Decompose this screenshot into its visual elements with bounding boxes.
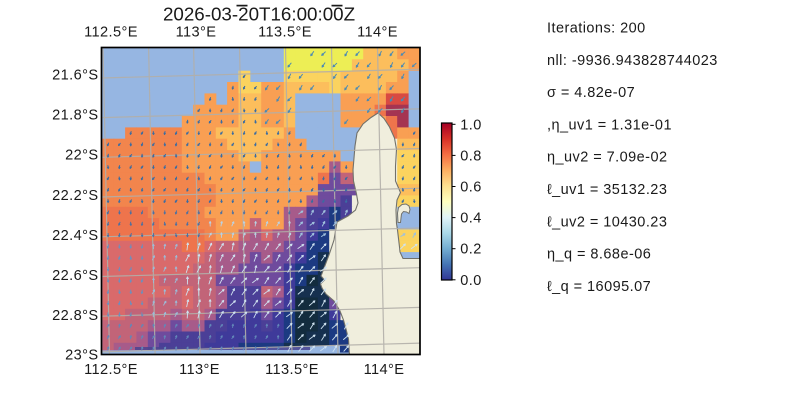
svg-text:ℓ_uv1 = 35132.23: ℓ_uv1 = 35132.23 <box>547 182 667 198</box>
svg-text:nll: -9936.943828744023: nll: -9936.943828744023 <box>547 53 718 69</box>
svg-text:η_uv2 = 7.09e-02: η_uv2 = 7.09e-02 <box>547 150 667 166</box>
svg-text:22.4°S: 22.4°S <box>52 228 98 244</box>
svg-text:22.6°S: 22.6°S <box>52 268 98 284</box>
svg-text:ℓ_uv2 = 10430.23: ℓ_uv2 = 10430.23 <box>547 214 667 230</box>
svg-text:113°E: 113°E <box>176 25 217 41</box>
svg-text:0.4: 0.4 <box>460 211 482 227</box>
svg-text:21.8°S: 21.8°S <box>52 108 98 124</box>
svg-text:23°S: 23°S <box>65 348 98 364</box>
svg-text:,η_uv1 = 1.31e-01: ,η_uv1 = 1.31e-01 <box>547 117 672 133</box>
svg-text:Iterations: 200: Iterations: 200 <box>547 21 646 37</box>
svg-text:2026-03-20T16:00:00Z: 2026-03-20T16:00:00Z <box>163 4 355 25</box>
svg-text:0.2: 0.2 <box>460 242 482 258</box>
svg-text:113.5°E: 113.5°E <box>258 25 312 41</box>
svg-text:0.0: 0.0 <box>460 273 482 289</box>
svg-text:0.8: 0.8 <box>460 148 482 164</box>
svg-text:113.5°E: 113.5°E <box>265 362 319 378</box>
svg-text:112.5°E: 112.5°E <box>84 362 138 378</box>
svg-text:η_q = 8.68e-06: η_q = 8.68e-06 <box>547 247 651 263</box>
svg-text:22.2°S: 22.2°S <box>52 188 98 204</box>
svg-text:ℓ_q = 16095.07: ℓ_q = 16095.07 <box>547 279 651 295</box>
svg-text:22.8°S: 22.8°S <box>52 308 98 324</box>
svg-text:σ = 4.82e-07: σ = 4.82e-07 <box>547 85 635 101</box>
svg-text:112.5°E: 112.5°E <box>84 25 138 41</box>
svg-text:0.6: 0.6 <box>460 180 482 196</box>
svg-text:1.0: 1.0 <box>460 117 482 133</box>
svg-text:21.6°S: 21.6°S <box>52 68 98 84</box>
svg-text:114°E: 114°E <box>357 25 398 41</box>
svg-text:113°E: 113°E <box>179 362 220 378</box>
svg-text:22°S: 22°S <box>65 148 98 164</box>
svg-text:114°E: 114°E <box>364 362 405 378</box>
